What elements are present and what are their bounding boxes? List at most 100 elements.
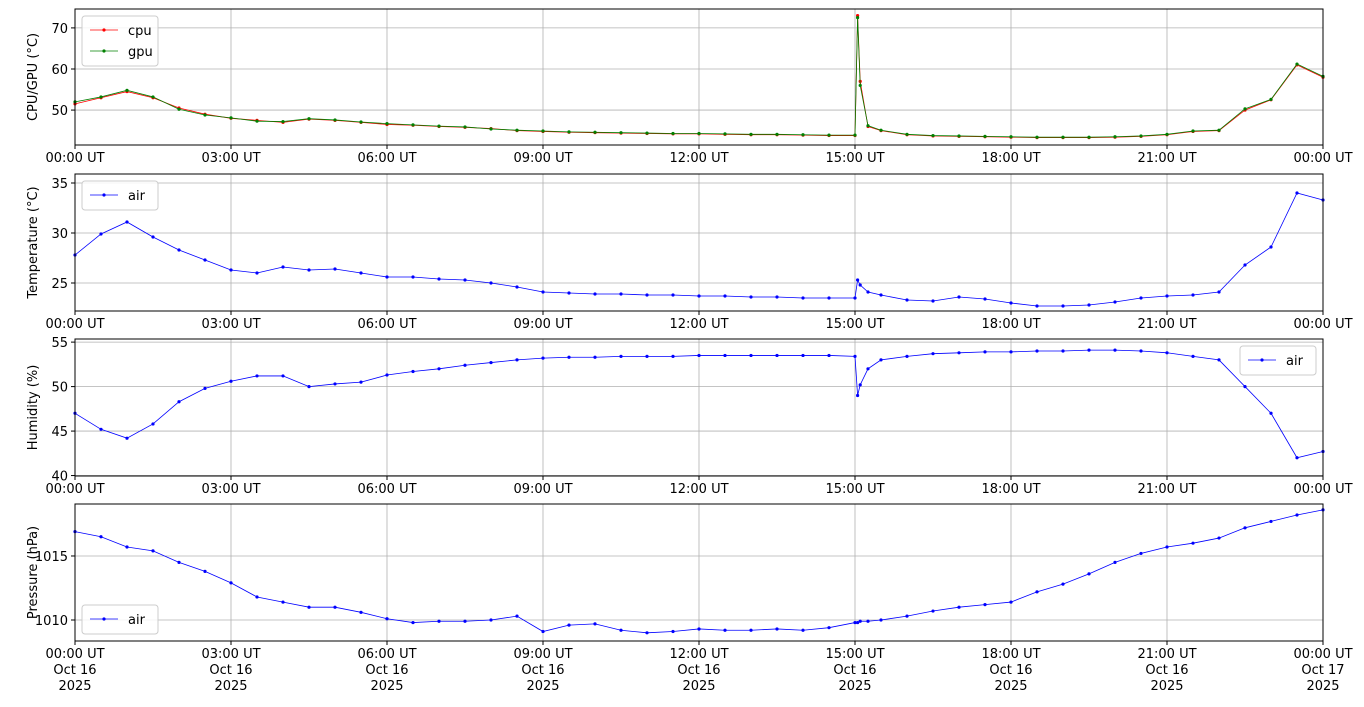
data-point	[858, 283, 862, 287]
data-point	[229, 379, 233, 383]
data-point	[723, 628, 727, 632]
x-tick-label: 03:00 UT	[201, 482, 260, 497]
series-line	[74, 509, 1324, 634]
data-point	[697, 353, 701, 358]
x-tick-label: 09:00 UT	[513, 151, 572, 166]
data-point	[671, 629, 675, 634]
data-point	[879, 358, 883, 362]
data-point	[151, 549, 155, 553]
data-point	[1009, 600, 1013, 604]
data-point	[858, 83, 862, 88]
x-tick-label: 06:00 UT	[357, 317, 416, 332]
data-point	[1035, 304, 1039, 308]
data-point	[1217, 536, 1221, 540]
legend-box	[1239, 345, 1317, 376]
data-point	[385, 275, 389, 279]
data-point	[203, 258, 207, 262]
y-tick-label: 50	[51, 104, 68, 119]
data-point	[203, 569, 207, 573]
data-point	[1191, 293, 1195, 297]
data-point	[1243, 107, 1247, 111]
series-line	[74, 192, 1324, 307]
x-tick-label: 00:00 UT Oct 17 2025	[1293, 647, 1352, 694]
plot-frame	[74, 173, 1324, 312]
data-point	[619, 292, 623, 296]
data-point	[203, 386, 207, 390]
panel: 00:00 UT 03:00 UT 06:00 UT 09:00 UT 12:00 UT…	[26, 8, 1353, 166]
data-point	[151, 422, 155, 426]
data-point	[1217, 290, 1221, 294]
data-point	[1087, 135, 1091, 139]
data-point	[515, 128, 519, 132]
y-tick-label: 1015	[35, 550, 68, 565]
data-point	[723, 132, 727, 136]
data-point	[1165, 545, 1169, 549]
data-point	[125, 545, 129, 549]
data-point	[1165, 351, 1169, 355]
x-tick-label: 09:00 UT Oct 16 2025	[513, 647, 572, 694]
data-point	[775, 132, 779, 136]
data-point	[905, 298, 909, 302]
data-point	[957, 605, 961, 609]
data-point	[255, 119, 259, 123]
x-tick-label: 21:00 UT	[1137, 151, 1196, 166]
x-tick-label: 00:00 UT Oct 16 2025	[45, 647, 104, 694]
data-point	[489, 281, 493, 285]
data-point	[255, 271, 259, 275]
y-tick-label: 40	[51, 470, 68, 485]
series-line	[74, 15, 1324, 138]
data-point	[229, 116, 233, 120]
panel: 00:00 UT 03:00 UT 06:00 UT 09:00 UT 12:00 UT…	[26, 173, 1353, 332]
data-point	[1009, 135, 1013, 139]
data-point	[853, 133, 857, 137]
data-point	[99, 232, 103, 236]
data-point	[983, 603, 987, 607]
x-tick-label: 03:00 UT Oct 16 2025	[201, 647, 260, 694]
legend-label: air	[1286, 354, 1304, 369]
x-tick-label: 06:00 UT	[357, 151, 416, 166]
data-point	[827, 296, 831, 300]
legend-box	[81, 604, 159, 635]
data-point	[1217, 358, 1221, 362]
y-axis-label: CPU/GPU (°C)	[26, 33, 41, 121]
y-axis-label: Temperature (°C)	[26, 186, 41, 299]
data-point	[619, 628, 623, 632]
legend: cpu gpu	[81, 15, 159, 67]
data-point	[1113, 560, 1117, 564]
legend-marker	[1260, 358, 1264, 362]
data-point	[957, 351, 961, 355]
data-point	[931, 352, 935, 356]
data-point	[489, 360, 493, 365]
data-point	[1217, 128, 1221, 132]
data-point	[489, 127, 493, 131]
x-tick-label: 00:00 UT	[45, 151, 104, 166]
data-point	[489, 618, 493, 622]
data-point	[879, 293, 883, 297]
data-point	[1269, 97, 1273, 101]
data-point	[1295, 513, 1299, 517]
data-point	[1191, 541, 1195, 545]
data-point	[229, 268, 233, 272]
data-point	[1295, 456, 1299, 460]
data-point	[983, 134, 987, 138]
data-point	[177, 560, 181, 564]
data-point	[697, 131, 701, 136]
x-tick-label: 00:00 UT	[45, 317, 104, 332]
data-point	[333, 382, 337, 386]
legend-label: air	[128, 189, 146, 204]
data-point	[151, 95, 155, 99]
data-point	[983, 350, 987, 354]
data-point	[463, 363, 467, 367]
data-point	[1269, 519, 1273, 524]
legend-label: cpu	[128, 24, 152, 39]
data-point	[411, 123, 415, 127]
data-point	[856, 16, 860, 20]
data-point	[125, 436, 129, 440]
data-point	[567, 355, 571, 359]
y-tick-label: 50	[51, 381, 68, 396]
y-tick-label: 30	[51, 227, 68, 242]
data-point	[1165, 294, 1169, 298]
plot-frame	[74, 8, 1324, 146]
y-tick-label: 35	[51, 177, 68, 192]
